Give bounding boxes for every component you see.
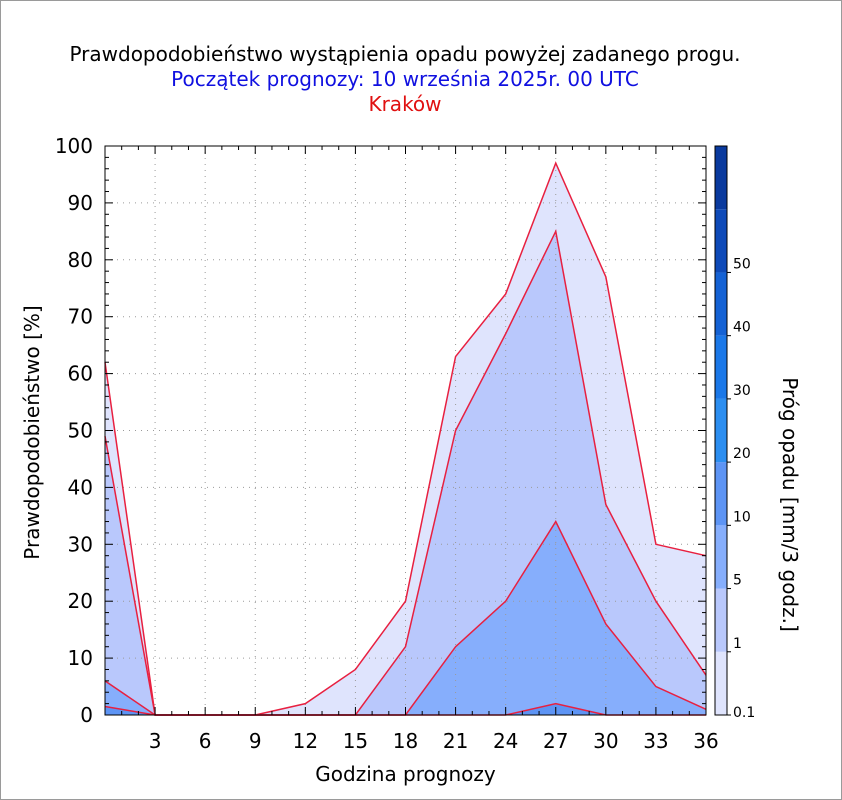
- colorbar-segment: [715, 588, 727, 652]
- colorbar-segment: [715, 462, 727, 526]
- x-tick-label: 21: [443, 729, 468, 753]
- colorbar-label: 1: [733, 636, 742, 652]
- y-tick-label: 60: [68, 362, 93, 386]
- chart-subtitle: Początek prognozy: 10 września 2025r. 00…: [171, 67, 639, 91]
- y-tick-label: 10: [68, 646, 93, 670]
- x-tick-label: 6: [199, 729, 212, 753]
- x-tick-label: 12: [293, 729, 318, 753]
- x-tick-label: 15: [343, 729, 368, 753]
- x-tick-label: 3: [149, 729, 162, 753]
- colorbar-segment: [715, 272, 727, 336]
- colorbar-border: [714, 145, 728, 716]
- y-axis-title: Prawdopodobieństwo [%]: [20, 305, 44, 559]
- x-tick-label: 9: [249, 729, 262, 753]
- x-tick-label: 36: [693, 729, 718, 753]
- colorbar-label: 50: [733, 256, 751, 272]
- colorbar-label: 20: [733, 446, 751, 462]
- x-tick-label: 33: [643, 729, 668, 753]
- y-tick-label: 20: [68, 589, 93, 613]
- chart-location: Kraków: [368, 92, 442, 116]
- y-tick-label: 70: [68, 305, 93, 329]
- y-tick-label: 90: [68, 191, 93, 215]
- colorbar-title: Próg opadu [mm/3 godz.]: [778, 377, 802, 632]
- colorbar-segment: [715, 651, 727, 715]
- y-tick-label: 0: [80, 703, 93, 727]
- colorbar-segment: [715, 335, 727, 399]
- colorbar-label: 0.1: [733, 705, 755, 721]
- colorbar-label: 5: [733, 573, 742, 589]
- colorbar-segment: [715, 398, 727, 463]
- y-tick-label: 40: [68, 475, 93, 499]
- plot-border: [104, 145, 707, 716]
- x-tick-label: 30: [593, 729, 618, 753]
- chart-title: Prawdopodobieństwo wystąpienia opadu pow…: [69, 42, 741, 66]
- colorbar-segment: [715, 209, 727, 273]
- x-axis-title: Godzina prognozy: [315, 762, 496, 786]
- y-tick-label: 30: [68, 532, 93, 556]
- x-tick-label: 18: [393, 729, 418, 753]
- x-tick-label: 24: [493, 729, 518, 753]
- x-tick-label: 27: [543, 729, 568, 753]
- area-threshold-2: [105, 521, 706, 715]
- y-tick-label: 50: [68, 419, 93, 443]
- y-tick-label: 80: [68, 248, 93, 272]
- y-tick-label: 100: [55, 134, 93, 158]
- colorbar-segment: [715, 525, 727, 589]
- colorbar-label: 10: [733, 509, 751, 525]
- colorbar-label: 40: [733, 320, 751, 336]
- colorbar-label: 30: [733, 383, 751, 399]
- colorbar-segment: [715, 146, 727, 210]
